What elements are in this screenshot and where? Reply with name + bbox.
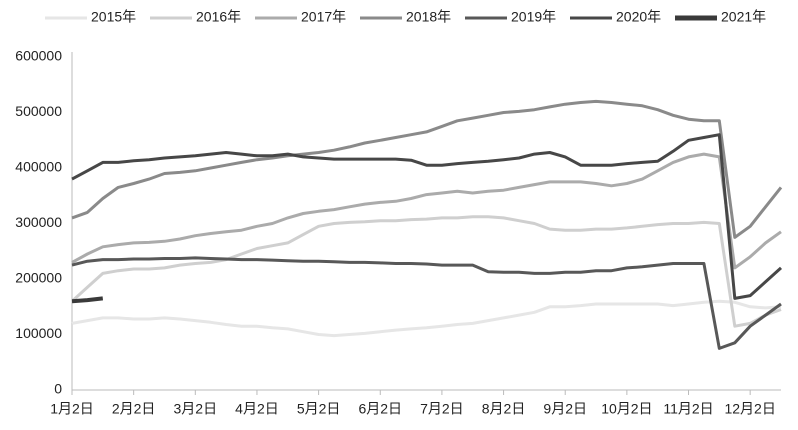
series-line xyxy=(71,99,783,239)
x-tick-label: 11月2日 xyxy=(663,401,713,417)
x-tick-label: 3月2日 xyxy=(174,401,218,417)
x-tick-label: 6月2日 xyxy=(358,401,402,417)
x-tick-label: 9月2日 xyxy=(543,401,587,417)
y-tick-label: 300000 xyxy=(15,214,62,230)
x-tick-label: 8月2日 xyxy=(482,401,526,417)
x-tick-label: 7月2日 xyxy=(420,401,464,417)
legend-label: 2019年 xyxy=(511,9,556,25)
y-tick-label: 500000 xyxy=(15,103,62,119)
x-tick-label: 10月2日 xyxy=(601,401,652,417)
legend-label: 2021年 xyxy=(721,9,766,25)
y-tick-label: 100000 xyxy=(15,325,62,341)
legend-label: 2015年 xyxy=(91,9,136,25)
y-tick-label: 200000 xyxy=(15,270,62,286)
series-line xyxy=(71,299,782,338)
legend-label: 2017年 xyxy=(301,9,346,25)
y-tick-label: 0 xyxy=(54,381,62,397)
series-line xyxy=(71,296,104,304)
series-line xyxy=(71,152,782,270)
x-tick-label: 5月2日 xyxy=(297,401,341,417)
legend-label: 2018年 xyxy=(406,9,451,25)
series-line xyxy=(71,256,782,350)
series-line xyxy=(71,133,783,300)
legend-label: 2016年 xyxy=(196,9,241,25)
x-tick-label: 4月2日 xyxy=(235,401,279,417)
series-line xyxy=(70,215,782,328)
y-tick-label: 400000 xyxy=(15,159,62,175)
y-tick-label: 600000 xyxy=(15,48,62,64)
x-tick-label: 12月2日 xyxy=(724,401,775,417)
x-tick-label: 2月2日 xyxy=(112,401,156,417)
x-tick-label: 1月2日 xyxy=(50,401,94,417)
legend-label: 2020年 xyxy=(616,9,661,25)
